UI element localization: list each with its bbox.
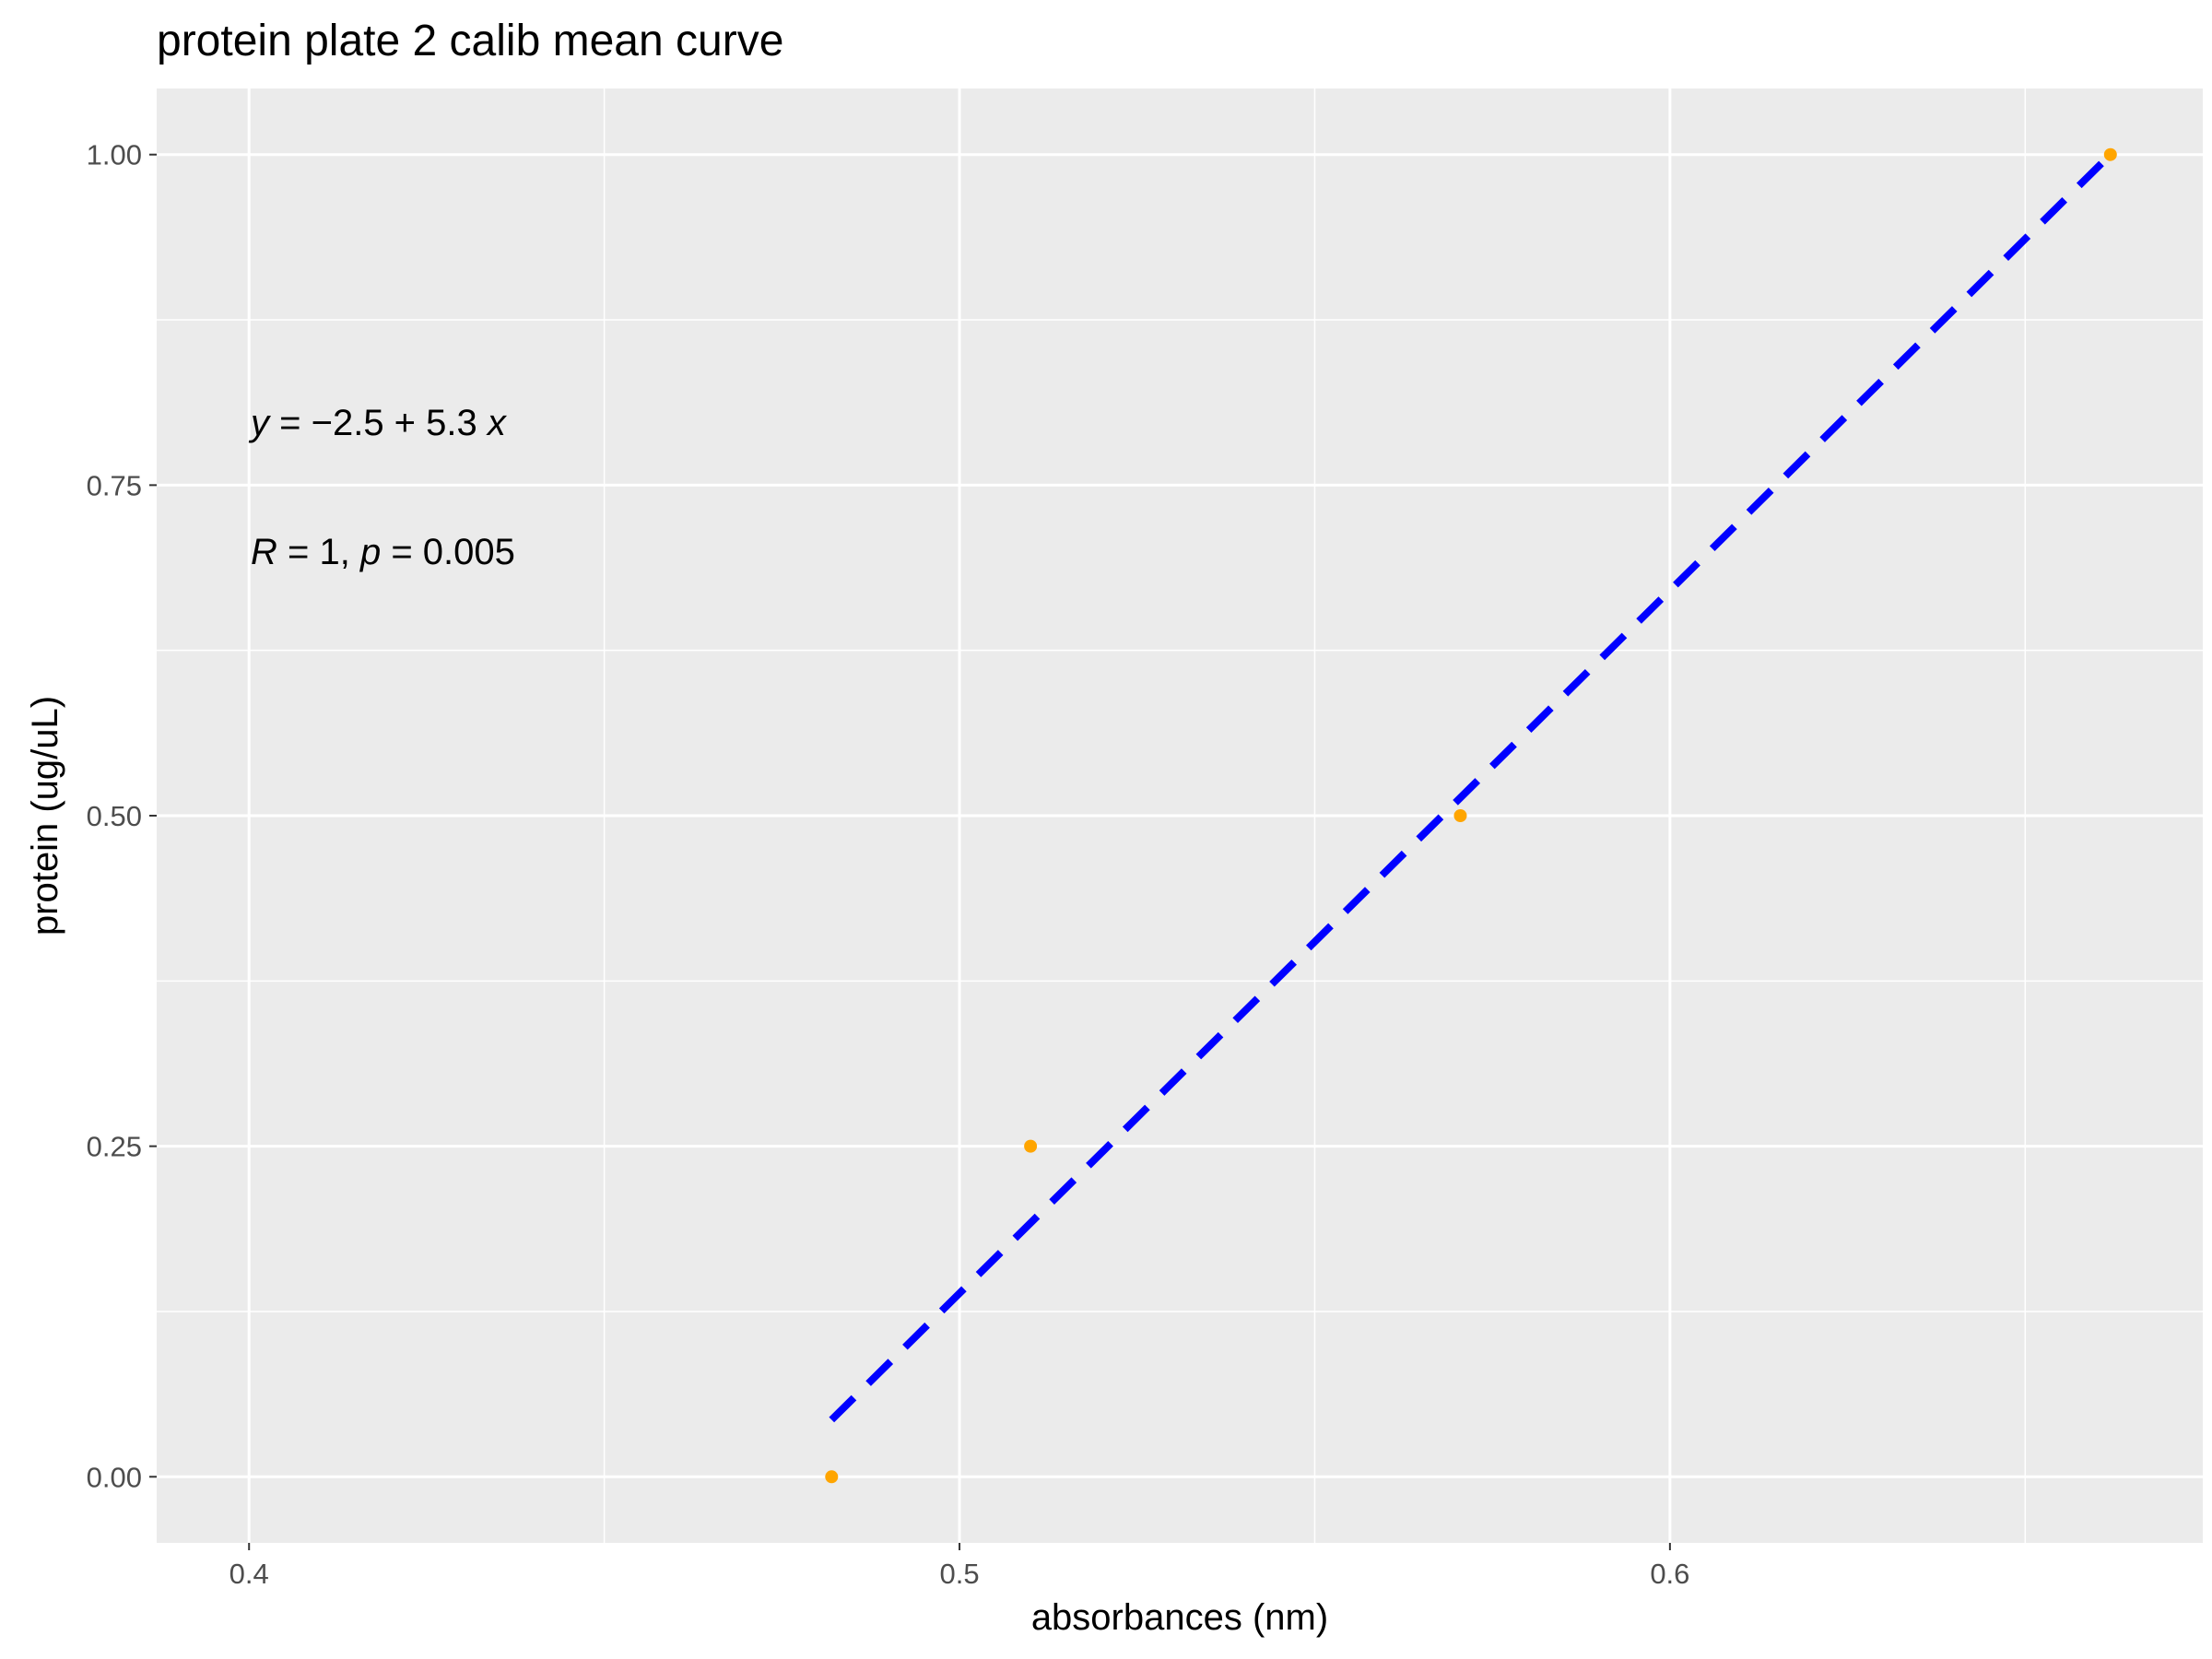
y-tick-label-4: 1.00	[87, 139, 142, 171]
y-tick-label-0: 0.00	[87, 1461, 142, 1493]
fit-line-layer	[829, 151, 2113, 1423]
x-axis: 0.4 0.5 0.6	[229, 1543, 1689, 1590]
data-point-0	[825, 1470, 839, 1484]
y-tick-label-1: 0.25	[87, 1131, 142, 1163]
data-point-3	[2103, 147, 2117, 161]
y-axis-title: protein (ug/uL)	[25, 696, 65, 935]
data-point-2	[1453, 809, 1467, 822]
x-axis-title: absorbances (nm)	[1031, 1597, 1328, 1638]
points-layer	[825, 147, 2117, 1484]
x-tick-label-0: 0.4	[229, 1558, 269, 1590]
y-tick-label-3: 0.75	[87, 469, 142, 501]
regression-equation: y = −2.5 + 5.3 x	[248, 403, 508, 443]
y-tick-label-2: 0.50	[87, 800, 142, 832]
major-gridlines	[157, 88, 2203, 1543]
y-axis: 0.00 0.25 0.50 0.75 1.00	[87, 139, 157, 1493]
x-tick-label-2: 0.6	[1650, 1558, 1689, 1590]
x-tick-label-1: 0.5	[939, 1558, 979, 1590]
correlation-stats: R = 1, p = 0.005	[251, 532, 515, 572]
chart-title: protein plate 2 calib mean curve	[157, 17, 783, 65]
regression-line	[829, 151, 2113, 1423]
data-point-1	[1024, 1139, 1038, 1153]
